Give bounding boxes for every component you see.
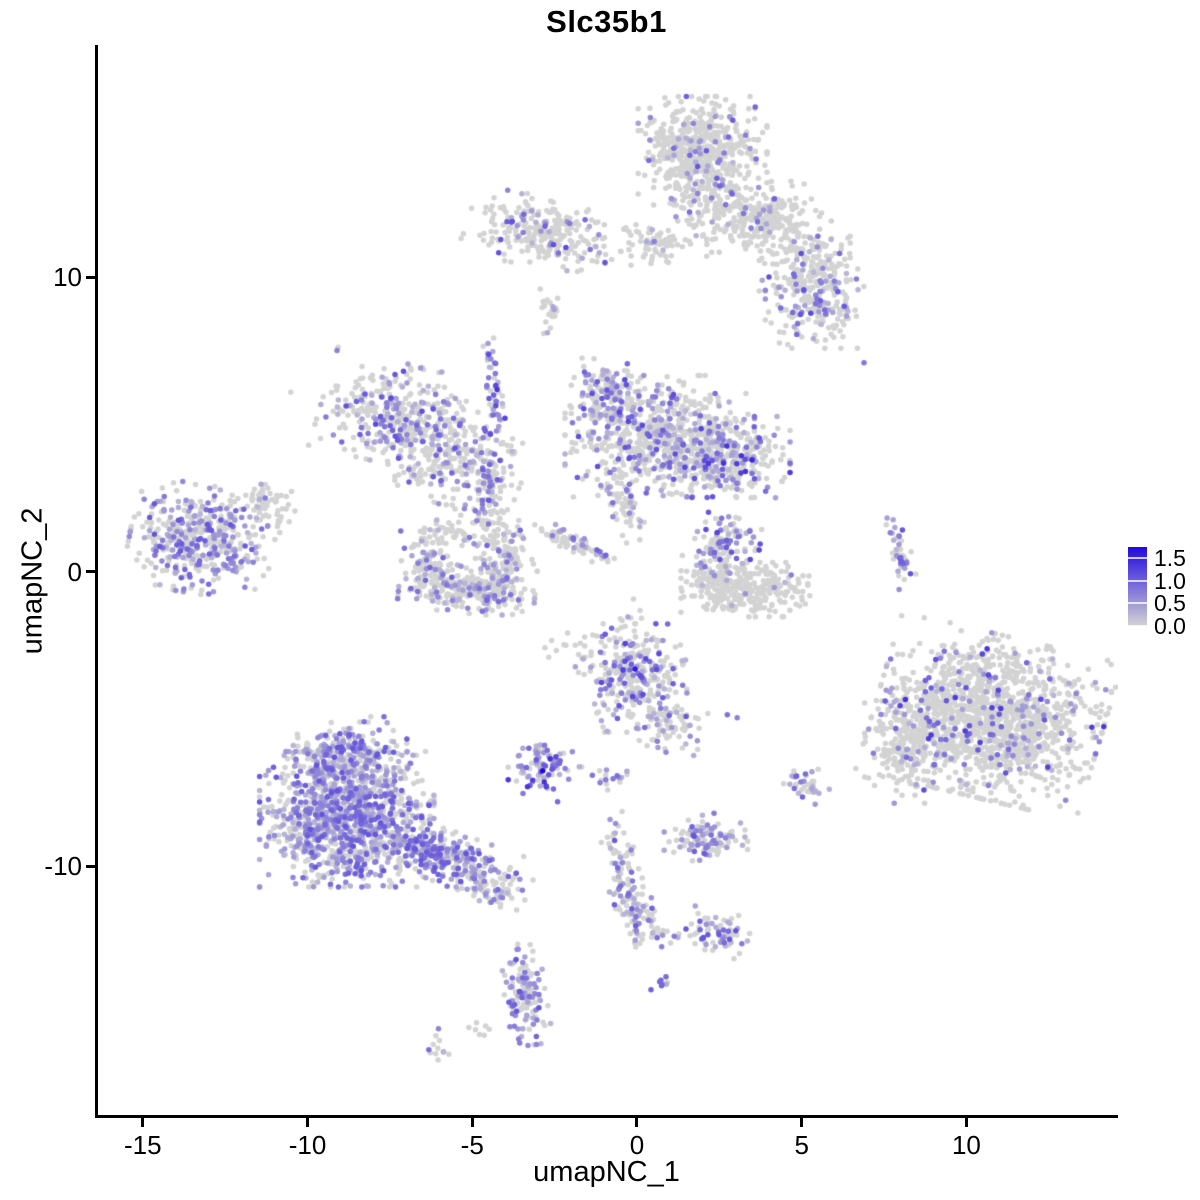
plot-title: Slc35b1 — [546, 4, 667, 39]
y-tick-mark — [86, 275, 95, 279]
y-tick-mark — [86, 570, 95, 574]
x-tick-mark — [635, 1118, 639, 1127]
legend-tick-label: 0.5 — [1154, 590, 1186, 617]
legend-tick-mark — [1128, 625, 1147, 627]
x-tick-mark — [141, 1118, 145, 1127]
y-tick-mark — [86, 864, 95, 868]
x-tick-mark — [964, 1118, 968, 1127]
plot-panel — [95, 45, 1118, 1118]
x-tick-mark — [306, 1118, 309, 1127]
x-tick-label: 0 — [629, 1130, 645, 1160]
legend-gradient-bar — [1128, 547, 1147, 626]
x-axis-title: umapNC_1 — [533, 1156, 680, 1188]
x-tick-label: 5 — [794, 1130, 809, 1160]
x-tick-label: -15 — [123, 1130, 162, 1160]
legend-tick-mark — [1128, 579, 1147, 582]
legend-tick-mark — [1128, 557, 1147, 560]
x-tick-label: -10 — [288, 1130, 327, 1160]
y-tick-label: 10 — [53, 262, 82, 293]
legend-tick-label: 1.5 — [1154, 545, 1186, 572]
x-tick-mark — [800, 1118, 804, 1127]
legend-tick-label: 0.0 — [1154, 613, 1186, 639]
y-tick-label: 0 — [67, 556, 82, 587]
x-tick-label: -5 — [460, 1130, 484, 1160]
legend-tick-label: 1.0 — [1154, 567, 1186, 594]
scatter-canvas — [98, 45, 1118, 1115]
y-axis-title: umapNC_2 — [16, 507, 49, 655]
legend-tick-mark — [1128, 602, 1147, 605]
x-tick-label: 10 — [951, 1130, 981, 1160]
y-tick-label: -10 — [44, 851, 82, 882]
x-tick-mark — [470, 1118, 474, 1127]
